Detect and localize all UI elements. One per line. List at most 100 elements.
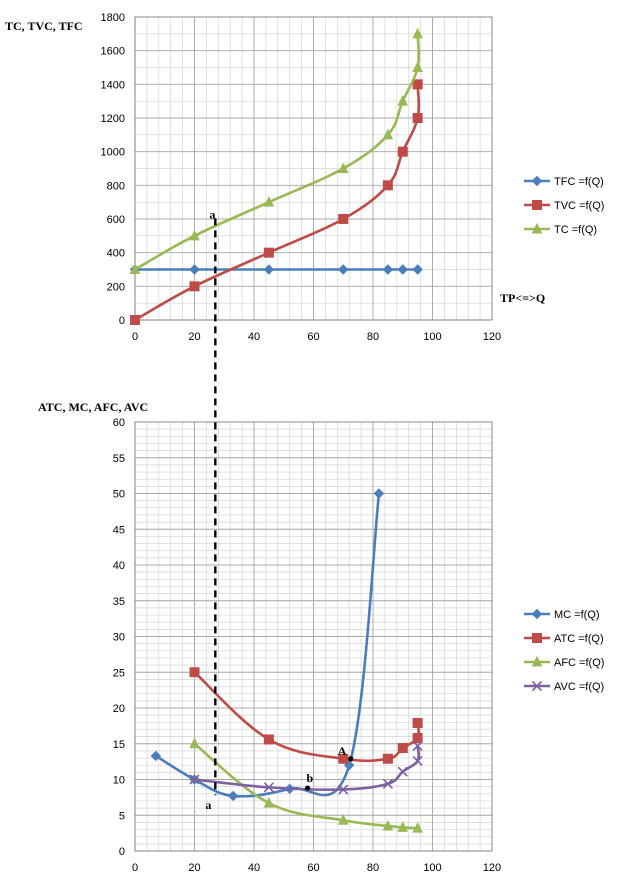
data-point — [397, 146, 408, 157]
y-tick-label: 45 — [113, 524, 125, 536]
series-x-3 — [189, 740, 423, 795]
data-point — [337, 814, 349, 825]
annotation-dot — [304, 785, 311, 791]
x-tick-label: 0 — [132, 862, 138, 874]
data-point — [412, 113, 423, 123]
legend-item: AFC =f(Q) — [524, 655, 604, 669]
y-tick-label: 25 — [113, 667, 125, 679]
x-tick-label: 120 — [483, 862, 501, 874]
x-tick-label: 80 — [367, 862, 379, 874]
y-tick-label: 30 — [113, 632, 125, 644]
legend-label: MC =f(Q) — [554, 609, 600, 621]
data-point — [382, 128, 394, 140]
series-diamond-0 — [129, 264, 423, 275]
data-point — [412, 79, 423, 90]
data-point — [412, 61, 423, 72]
data-point — [263, 196, 275, 207]
annotation-dot — [348, 756, 354, 762]
series-diamond-0 — [150, 488, 385, 802]
y-tick-label: 5 — [119, 810, 125, 822]
data-point — [397, 95, 409, 106]
y-tick-label: 200 — [107, 281, 125, 293]
y-tick-label: 1800 — [101, 12, 125, 24]
data-point — [337, 162, 349, 173]
data-point — [189, 281, 200, 292]
data-point — [382, 753, 393, 764]
data-point — [189, 264, 200, 275]
y-tick-label: 1200 — [101, 113, 125, 125]
x-tick-label: 40 — [248, 862, 260, 874]
legend-swatch-marker — [531, 175, 543, 187]
y-tick-label: 20 — [113, 703, 125, 715]
x-tick-label: 60 — [307, 862, 319, 874]
legend-item: TFC =f(Q) — [524, 175, 604, 188]
data-point — [189, 737, 200, 749]
y-tick-label: 0 — [119, 315, 125, 327]
legend-label: TVC =f(Q) — [554, 200, 604, 212]
data-point — [263, 264, 275, 275]
plot-area — [134, 16, 493, 321]
legend-swatch-marker — [531, 608, 543, 620]
data-point — [338, 264, 349, 275]
data-point — [397, 821, 409, 832]
annotation-label: a — [205, 798, 211, 812]
legend-item: AVC =f(Q) — [524, 680, 604, 693]
plot-area — [134, 421, 493, 852]
data-point — [129, 263, 141, 274]
x-tick-label: 20 — [188, 862, 200, 874]
y-tick-label: 400 — [107, 248, 125, 260]
legend-swatch-marker — [532, 200, 542, 210]
y-tick-label: 800 — [107, 180, 125, 192]
x-tick-label: 120 — [483, 331, 501, 343]
data-point — [150, 750, 162, 762]
total-cost-chart: 0 20 40 60 80 100 1200200400600800100012001400… — [5, 12, 604, 343]
x-tick-label: 40 — [248, 331, 260, 343]
data-point — [189, 667, 200, 678]
legend-label: AVC =f(Q) — [554, 681, 604, 693]
data-point — [382, 180, 393, 191]
data-point — [263, 782, 274, 793]
data-point — [397, 766, 408, 777]
series-square-1 — [189, 667, 423, 764]
annotation-label: a — [209, 207, 215, 221]
legend-label: TC =f(Q) — [554, 224, 597, 236]
legend-item: MC =f(Q) — [524, 608, 600, 621]
data-point — [189, 229, 200, 241]
y-tick-label: 50 — [113, 489, 125, 501]
y-tick-label: 1600 — [101, 46, 125, 58]
x-tick-label: 100 — [423, 331, 441, 343]
annotation-label: b — [307, 771, 314, 785]
legend-label: ATC =f(Q) — [554, 633, 604, 645]
x-axis-title: TP<=>Q — [500, 291, 545, 305]
y-tick-label: 1400 — [101, 79, 125, 91]
data-point — [412, 755, 423, 766]
x-tick-label: 60 — [307, 331, 319, 343]
data-point — [412, 822, 423, 833]
data-point — [263, 796, 275, 808]
data-point — [412, 264, 423, 275]
x-tick-label: 0 — [132, 331, 138, 343]
legend-item: ATC =f(Q) — [524, 633, 604, 645]
data-point — [338, 214, 349, 224]
data-point — [373, 488, 385, 499]
data-point — [338, 753, 349, 764]
legend-item: TC =f(Q) — [524, 222, 597, 236]
data-point — [189, 774, 200, 785]
data-point — [227, 790, 239, 802]
annotation-label: A — [338, 744, 347, 758]
series-square-1 — [130, 79, 423, 325]
legend-swatch-marker — [531, 680, 543, 692]
series-line — [133, 32, 421, 271]
series-triangle-2 — [129, 27, 423, 274]
y-tick-label: 60 — [113, 417, 125, 429]
legend-label: TFC =f(Q) — [554, 176, 604, 188]
data-point — [382, 778, 393, 789]
data-point — [412, 27, 423, 39]
legend-swatch-marker — [531, 655, 543, 667]
legend-label: AFC =f(Q) — [554, 657, 604, 669]
data-point — [397, 743, 408, 754]
x-tick-label: 80 — [367, 331, 379, 343]
y-tick-label: 15 — [113, 739, 125, 751]
data-point — [382, 819, 394, 831]
